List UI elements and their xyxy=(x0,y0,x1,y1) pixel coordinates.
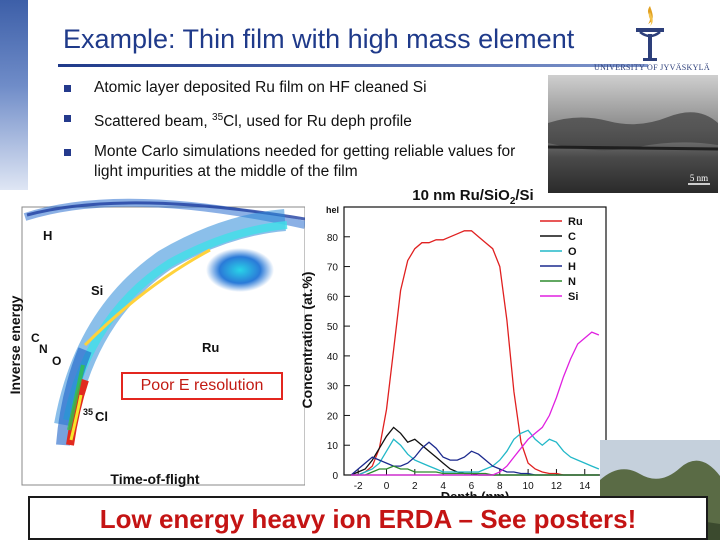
x-tick-label: -2 xyxy=(354,481,363,492)
element-label-o: O xyxy=(52,354,61,368)
posters-banner: Low energy heavy ion ERDA – See posters! xyxy=(28,496,708,540)
series-line-n xyxy=(351,465,599,476)
bullet-item: Monte Carlo simulations needed for getti… xyxy=(64,142,544,182)
y-tick-label: 50 xyxy=(327,322,339,333)
y-tick-label: 40 xyxy=(327,352,339,363)
title-rest: /Si xyxy=(515,187,533,204)
series-line-ru xyxy=(351,230,599,476)
y-axis-label: Concentration (at.%) xyxy=(300,272,315,409)
title-underline xyxy=(58,64,648,67)
tem-scale-label: 5 nm xyxy=(690,173,708,183)
bullet-text: Cl, used for Ru deph profile xyxy=(223,113,412,131)
legend-label-si: Si xyxy=(568,291,578,303)
element-label-cl-superscript: 35 xyxy=(83,407,93,417)
legend-label-ru: Ru xyxy=(568,216,583,228)
bullet-list: Atomic layer deposited Ru film on HF cle… xyxy=(64,78,544,192)
x-tick-label: 8 xyxy=(497,481,503,492)
chart-title: 10 nm Ru/SiO2/Si xyxy=(412,187,533,207)
poor-e-resolution-callout: Poor E resolution xyxy=(121,372,283,400)
series-line-si xyxy=(351,331,600,476)
bullet-square-icon xyxy=(64,85,71,92)
x-tick-label: 2 xyxy=(412,481,418,492)
university-name: UNIVERSITY OF JYVÄSKYLÄ xyxy=(594,63,710,72)
legend-label-o: O xyxy=(568,246,577,258)
tof-energy-histogram: H Si Ru C N O 35 Cl Time-of-flight Inver… xyxy=(7,198,305,487)
y-tick-label: 60 xyxy=(327,292,339,303)
bullet-item: Atomic layer deposited Ru film on HF cle… xyxy=(64,78,544,98)
element-label-n: N xyxy=(39,342,48,356)
x-tick-label: 14 xyxy=(579,481,591,492)
y-tick-label: 30 xyxy=(327,382,339,393)
university-logo-icon xyxy=(636,6,664,61)
element-label-c: C xyxy=(31,331,40,345)
slide-title: Example: Thin film with high mass elemen… xyxy=(63,24,575,54)
x-tick-label: 6 xyxy=(469,481,475,492)
x-tick-label: 10 xyxy=(523,481,535,492)
plot-frame xyxy=(343,206,607,476)
element-label-h: H xyxy=(43,228,52,243)
y-tick-labels: 0 10 20 30 40 50 60 70 80 xyxy=(327,233,339,482)
tem-micrograph: 5 nm xyxy=(548,75,718,193)
element-label-cl: Cl xyxy=(95,409,108,424)
legend-label-c: C xyxy=(568,231,576,243)
y-unit-label: hel xyxy=(326,205,339,215)
bullet-item: Scattered beam, 35Cl, used for Ru deph p… xyxy=(64,108,544,132)
left-accent-bar xyxy=(0,0,28,190)
scatter-x-axis-label: Time-of-flight xyxy=(110,471,200,487)
x-tick-label: 4 xyxy=(440,481,446,492)
y-tick-label: 20 xyxy=(327,411,339,422)
element-label-si: Si xyxy=(91,283,103,298)
element-label-ru: Ru xyxy=(202,340,219,355)
title-subscript: 2 xyxy=(510,196,516,207)
bullet-text: Scattered beam, xyxy=(94,113,213,131)
bullet-square-icon xyxy=(64,149,71,157)
series-lines xyxy=(350,230,600,476)
isotope-superscript: 35 xyxy=(212,112,224,123)
x-tick-label: 0 xyxy=(384,481,390,492)
y-tick-label: 80 xyxy=(327,233,339,244)
y-tick-label: 0 xyxy=(332,471,338,482)
series-line-o xyxy=(351,429,600,476)
bullet-square-icon xyxy=(64,115,71,122)
x-tick-labels: -2 0 2 4 6 8 10 12 14 xyxy=(354,481,591,492)
legend-label-h: H xyxy=(568,261,576,273)
y-tick-label: 10 xyxy=(327,441,339,452)
x-tick-label: 12 xyxy=(551,481,563,492)
legend-label-n: N xyxy=(568,276,576,288)
y-tick-label: 70 xyxy=(327,263,339,274)
scatter-y-axis-label: Inverse energy xyxy=(7,295,23,394)
